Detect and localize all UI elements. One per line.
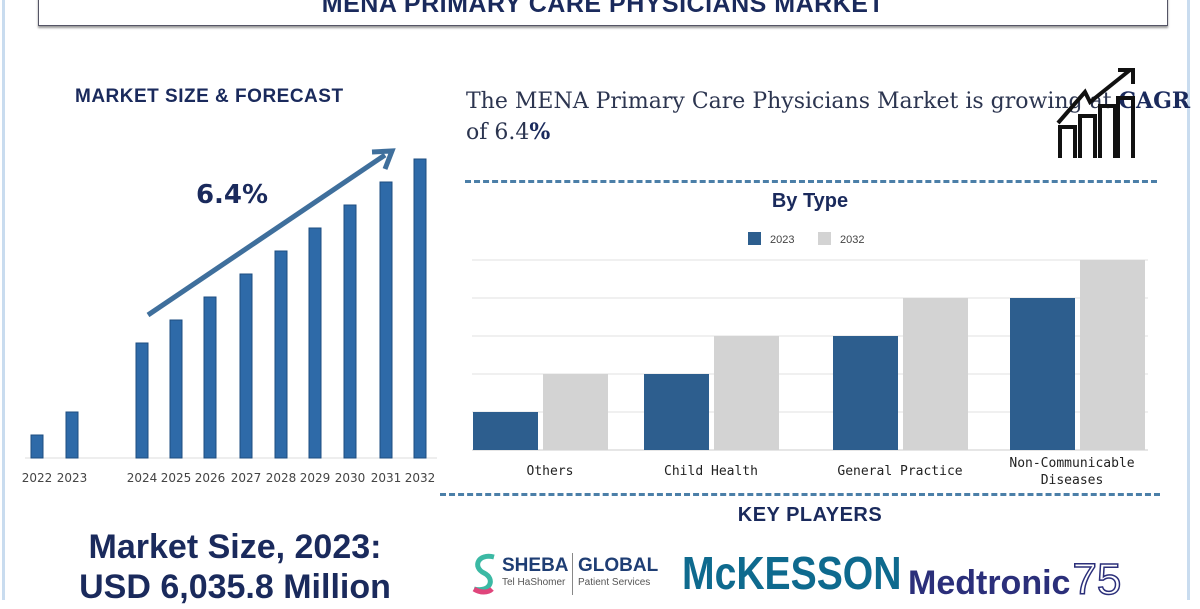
- category-label: Diseases: [1041, 473, 1104, 488]
- year-label: 2032: [405, 471, 436, 485]
- medtronic-logo: Medtronic75: [908, 554, 1122, 605]
- year-label: 2026: [195, 471, 226, 485]
- bar-2026: [203, 296, 217, 459]
- arrow-head-icon: [371, 148, 396, 170]
- bar-2023: [65, 411, 79, 459]
- forecast-chart: 2022 2023 2024 2025 2026 2027 2028 2029 2030 2031…: [22, 148, 437, 485]
- bar-2032: [1080, 260, 1145, 450]
- bar-2024: [135, 342, 149, 459]
- category-label: Child Health: [664, 464, 758, 479]
- legend-swatch-2032: [818, 232, 831, 245]
- sheba-s-icon: [472, 553, 495, 595]
- divider: [440, 493, 1160, 496]
- bar-2029: [308, 227, 322, 459]
- bar-2023: [644, 374, 709, 450]
- divider: [465, 180, 1157, 183]
- year-label: 2023: [57, 471, 88, 485]
- category-label: Others: [527, 464, 574, 479]
- category-label: General Practice: [837, 464, 962, 479]
- mckesson-logo: McKESSON: [682, 547, 902, 599]
- market-size-value: USD 6,035.8 Million: [79, 568, 391, 606]
- year-label: 2028: [266, 471, 297, 485]
- year-label: 2025: [161, 471, 192, 485]
- bar-2023: [833, 336, 898, 450]
- page-frame: [2, 0, 1190, 600]
- year-label: 2027: [231, 471, 262, 485]
- bar-2032: [543, 374, 608, 450]
- bar-2031: [379, 181, 393, 459]
- title-banner: MENA PRIMARY CARE PHYSICIANS MARKET: [38, 0, 1168, 26]
- key-players-heading: KEY PLAYERS: [737, 504, 883, 526]
- bar-2030: [343, 204, 357, 459]
- legend-swatch-2023: [748, 232, 761, 245]
- bar-2032: [413, 158, 427, 459]
- year-label: 2024: [127, 471, 158, 485]
- by-type-heading: By Type: [771, 190, 849, 212]
- by-type-chart: Others Child Health General Practice Non-Co…: [472, 232, 1148, 488]
- legend-label: 2023: [770, 234, 794, 246]
- bar-2027: [239, 273, 253, 459]
- bar-2025: [169, 319, 183, 459]
- market-size-label: Market Size, 2023:: [88, 528, 382, 566]
- page-title: MENA PRIMARY CARE PHYSICIANS MARKET: [321, 0, 885, 18]
- forecast-heading: MARKET SIZE & FORECAST: [75, 86, 344, 107]
- bar-2023: [1010, 298, 1075, 450]
- legend-label: 2032: [840, 234, 864, 246]
- bar-2022: [30, 434, 44, 459]
- year-label: 2031: [371, 471, 402, 485]
- year-label: 2029: [300, 471, 331, 485]
- cagr-statement: The MENA Primary Care Physicians Market …: [466, 88, 1191, 145]
- bar-2032: [714, 336, 779, 450]
- bar-2023: [473, 412, 538, 450]
- bar-2028: [274, 250, 288, 459]
- cagr-annotation: 6.4%: [196, 180, 268, 210]
- trend-arrow: [146, 152, 387, 318]
- year-label: 2030: [335, 471, 366, 485]
- category-label: Non-Communicable: [1009, 456, 1134, 471]
- year-label: 2022: [22, 471, 53, 485]
- bar-2032: [903, 298, 968, 450]
